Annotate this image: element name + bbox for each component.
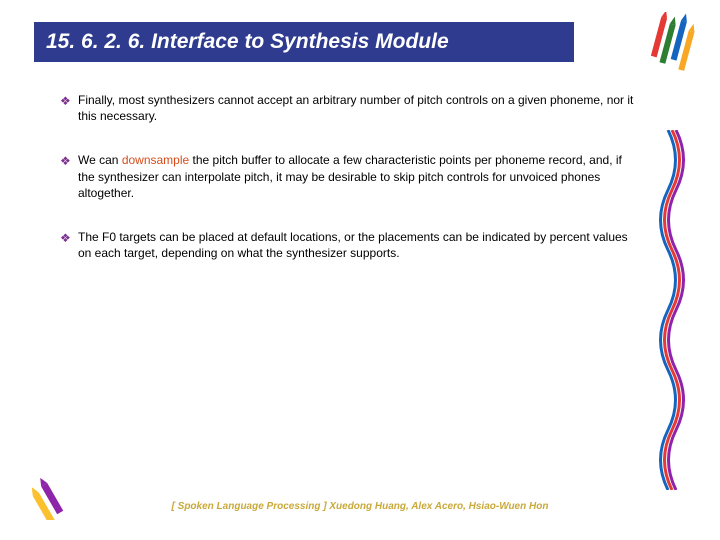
slide-title: 15. 6. 2. 6. Interface to Synthesis Modu… — [46, 30, 449, 54]
slide-title-bar: 15. 6. 2. 6. Interface to Synthesis Modu… — [34, 22, 574, 62]
bullet-text: Finally, most synthesizers cannot accept… — [78, 92, 640, 124]
bullet-text: We can downsample the pitch buffer to al… — [78, 152, 640, 201]
content-area: ❖ Finally, most synthesizers cannot acce… — [60, 92, 640, 289]
bullet-item: ❖ We can downsample the pitch buffer to … — [60, 152, 640, 201]
diamond-bullet-icon: ❖ — [60, 153, 78, 169]
bullet-text: The F0 targets can be placed at default … — [78, 229, 640, 261]
bullet-item: ❖ Finally, most synthesizers cannot acce… — [60, 92, 640, 124]
crayons-icon — [26, 474, 80, 520]
wavy-line-icon — [658, 130, 688, 490]
diamond-bullet-icon: ❖ — [60, 93, 78, 109]
diamond-bullet-icon: ❖ — [60, 230, 78, 246]
footer-citation: [ Spoken Language Processing ] Xuedong H… — [0, 501, 720, 512]
bullet-item: ❖ The F0 targets can be placed at defaul… — [60, 229, 640, 261]
crayons-icon — [646, 12, 706, 82]
